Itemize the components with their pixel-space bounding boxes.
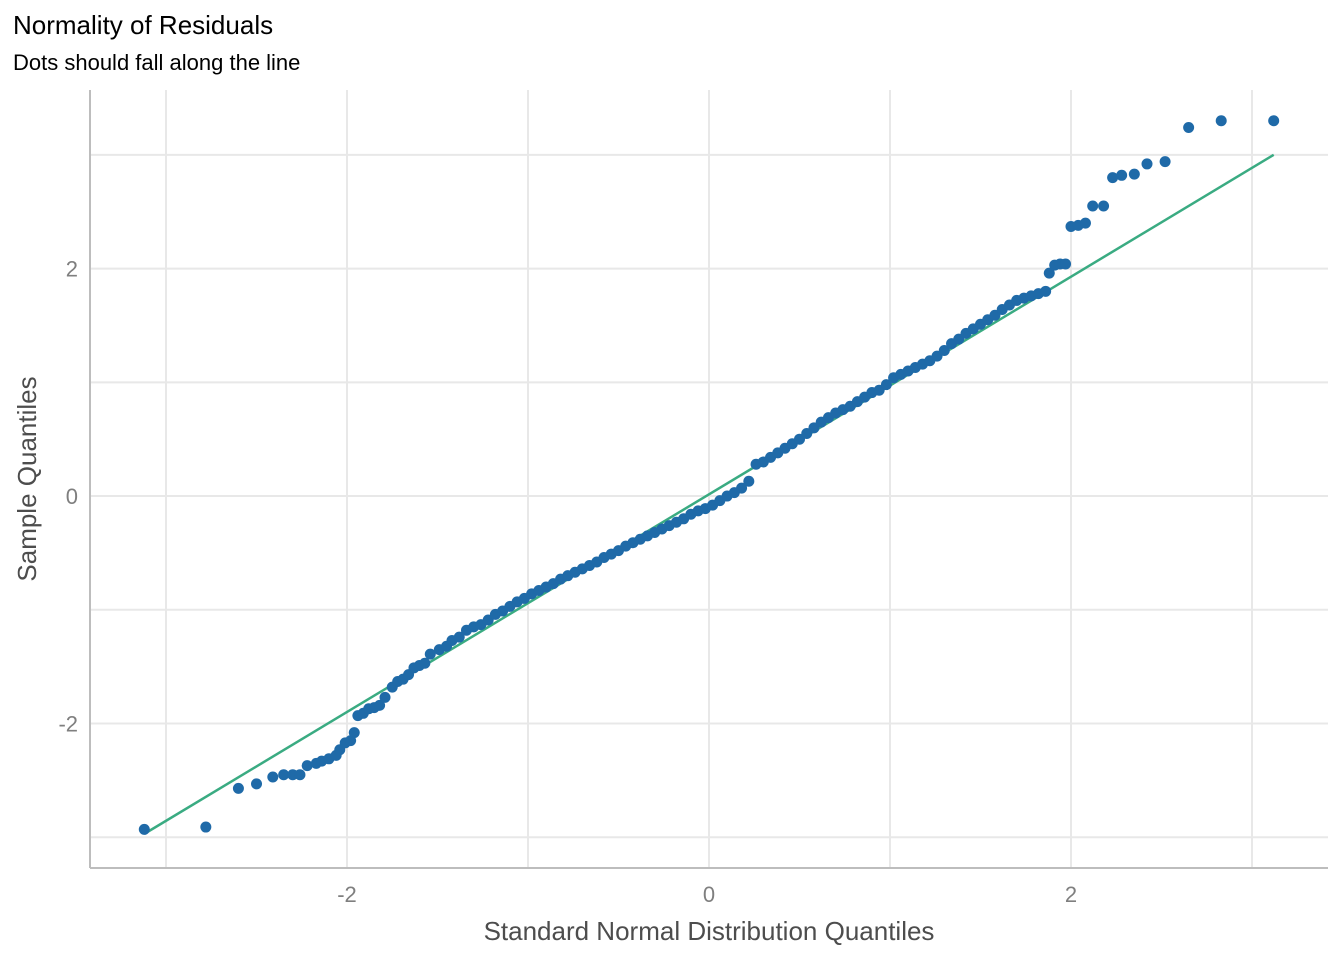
data-point <box>138 823 150 835</box>
data-point <box>1116 169 1128 181</box>
data-point <box>1215 115 1227 127</box>
data-point <box>267 771 279 783</box>
data-point <box>938 344 950 356</box>
tick-labels: -2 0 2 -2 0 2 <box>58 257 1077 907</box>
data-point <box>200 821 212 833</box>
data-point <box>379 691 391 703</box>
data-point <box>1043 267 1055 279</box>
y-tick-label: 2 <box>66 257 78 282</box>
data-point <box>1040 285 1052 297</box>
data-point <box>294 769 306 781</box>
data-point <box>348 727 360 739</box>
data-point <box>453 631 465 643</box>
y-tick-label: -2 <box>58 712 78 737</box>
data-point <box>743 475 755 487</box>
data-point <box>1079 217 1091 229</box>
x-tick-label: 0 <box>703 882 715 907</box>
data-point <box>374 699 386 711</box>
data-point <box>1128 168 1140 180</box>
data-point <box>1098 200 1110 212</box>
data-point <box>1087 200 1099 212</box>
x-axis-title: Standard Normal Distribution Quantiles <box>484 916 935 946</box>
data-point <box>1107 172 1119 184</box>
data-point <box>232 782 244 794</box>
data-point <box>1159 156 1171 168</box>
data-point <box>1183 122 1195 134</box>
y-axis-title: Sample Quantiles <box>12 376 42 581</box>
data-points <box>138 115 1280 835</box>
data-point <box>880 379 892 391</box>
y-tick-label: 0 <box>66 484 78 509</box>
x-tick-label: -2 <box>337 882 357 907</box>
data-point <box>424 648 436 660</box>
x-tick-label: 2 <box>1065 882 1077 907</box>
data-point <box>251 778 263 790</box>
data-point <box>736 482 748 494</box>
data-point <box>278 769 290 781</box>
data-point <box>1268 115 1280 127</box>
chart-title: Normality of Residuals <box>13 10 274 40</box>
axes <box>89 90 1328 869</box>
data-point <box>419 657 431 669</box>
grid-lines <box>90 90 1328 868</box>
data-point <box>301 760 313 772</box>
reference-line <box>143 153 1275 835</box>
data-point <box>1060 258 1072 270</box>
chart-subtitle: Dots should fall along the line <box>13 50 301 75</box>
data-point <box>1141 158 1153 170</box>
